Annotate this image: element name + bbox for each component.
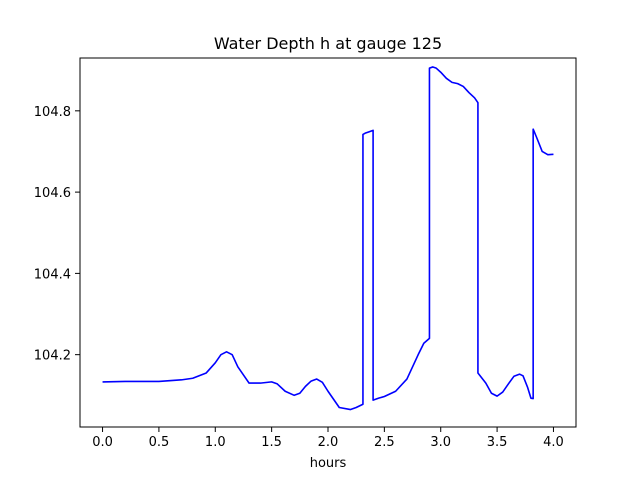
y-tick-label: 104.2 xyxy=(34,349,71,364)
y-axis-ticks: 104.2 104.4 104.6 104.8 xyxy=(34,105,80,364)
x-tick-label: 3.0 xyxy=(430,435,451,450)
x-tick-label: 1.0 xyxy=(205,435,226,450)
chart-title: Water Depth h at gauge 125 xyxy=(214,34,442,53)
series-line xyxy=(102,66,554,411)
x-axis-label: hours xyxy=(310,456,347,471)
y-tick-label: 104.4 xyxy=(34,267,71,282)
x-tick-label: 2.0 xyxy=(318,435,339,450)
x-tick-label: 1.5 xyxy=(261,435,282,450)
x-tick-label: 0.0 xyxy=(92,435,113,450)
x-tick-label: 2.5 xyxy=(374,435,395,450)
x-tick-label: 0.5 xyxy=(149,435,170,450)
y-tick-label: 104.6 xyxy=(34,186,71,201)
y-tick-label: 104.8 xyxy=(34,105,71,120)
x-tick-label: 4.0 xyxy=(543,435,564,450)
x-tick-label: 3.5 xyxy=(487,435,508,450)
x-axis-ticks: 0.0 0.5 1.0 1.5 2.0 2.5 3.0 3.5 4.0 xyxy=(92,427,564,450)
